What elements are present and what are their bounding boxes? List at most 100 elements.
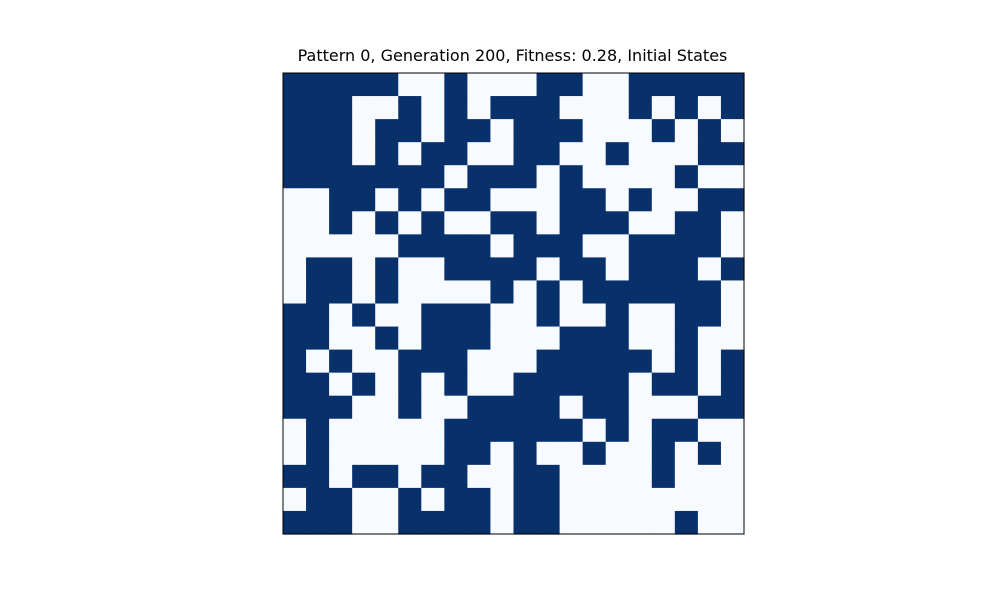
heatmap-cell — [467, 349, 492, 374]
heatmap-cell — [467, 303, 492, 328]
heatmap-cell — [329, 510, 353, 535]
heatmap-cell — [329, 96, 353, 120]
heatmap-cell — [651, 349, 676, 374]
heatmap-cell — [536, 441, 561, 466]
heatmap-cell — [467, 395, 492, 420]
heatmap-cell — [444, 349, 468, 374]
heatmap-cell — [536, 280, 561, 305]
heatmap-cell — [651, 418, 676, 443]
heatmap-cell — [352, 303, 376, 328]
heatmap-cell — [352, 395, 376, 420]
heatmap-cell — [674, 257, 699, 282]
heatmap-cell — [513, 280, 538, 305]
heatmap-cell — [421, 142, 445, 166]
heatmap-cell — [582, 96, 607, 120]
heatmap-cell — [674, 395, 699, 420]
heatmap-cell — [283, 119, 307, 143]
heatmap-cell — [375, 372, 399, 397]
heatmap-cell — [720, 142, 745, 166]
heatmap-cell — [421, 119, 445, 143]
heatmap-cell — [697, 349, 722, 374]
heatmap-cell — [628, 73, 653, 97]
heatmap-cell — [651, 487, 676, 512]
heatmap-cell — [720, 510, 745, 535]
heatmap-cell — [329, 395, 353, 420]
heatmap-cell — [628, 487, 653, 512]
heatmap-cell — [559, 395, 584, 420]
heatmap-cell — [467, 326, 492, 351]
heatmap-cell — [720, 211, 745, 235]
heatmap-cell — [467, 418, 492, 443]
heatmap-cell — [490, 441, 515, 466]
heatmap-cell — [283, 349, 307, 374]
heatmap-cell — [559, 211, 584, 235]
heatmap-cell — [375, 349, 399, 374]
heatmap-cell — [559, 510, 584, 535]
heatmap-cell — [352, 372, 376, 397]
heatmap-cell — [398, 119, 422, 143]
heatmap-cell — [582, 487, 607, 512]
heatmap-cell — [444, 119, 468, 143]
heatmap-cell — [651, 188, 676, 212]
heatmap-cell — [329, 234, 353, 258]
heatmap-cell — [490, 142, 515, 166]
heatmap-cell — [375, 234, 399, 258]
heatmap-cell — [582, 464, 607, 489]
heatmap-cell — [536, 211, 561, 235]
heatmap-cell — [329, 418, 353, 443]
heatmap-cell — [306, 165, 330, 189]
heatmap-cell — [490, 464, 515, 489]
heatmap-cell — [559, 188, 584, 212]
heatmap-cell — [605, 349, 630, 374]
heatmap-cell — [375, 96, 399, 120]
heatmap-cell — [398, 510, 422, 535]
heatmap-cell — [605, 326, 630, 351]
heatmap-cell — [582, 395, 607, 420]
heatmap-cell — [674, 464, 699, 489]
heatmap-cell — [421, 372, 445, 397]
heatmap-cell — [628, 464, 653, 489]
heatmap-cell — [559, 73, 584, 97]
heatmap-cell — [605, 464, 630, 489]
heatmap-cell — [306, 510, 330, 535]
heatmap-cell — [582, 165, 607, 189]
heatmap-cell — [283, 257, 307, 282]
heatmap-cell — [306, 349, 330, 374]
heatmap-cell — [306, 188, 330, 212]
heatmap-cell — [720, 96, 745, 120]
heatmap-cell — [651, 326, 676, 351]
heatmap-cell — [421, 464, 445, 489]
heatmap-cell — [513, 395, 538, 420]
heatmap-cell — [329, 326, 353, 351]
heatmap-cell — [513, 303, 538, 328]
heatmap-cell — [467, 257, 492, 282]
heatmap-cell — [283, 510, 307, 535]
heatmap-cell — [651, 441, 676, 466]
heatmap-cell — [559, 441, 584, 466]
heatmap-cell — [674, 188, 699, 212]
heatmap-cell — [421, 73, 445, 97]
heatmap-cell — [720, 73, 745, 97]
heatmap-cell — [329, 73, 353, 97]
heatmap-cell — [329, 257, 353, 282]
heatmap-cell — [283, 418, 307, 443]
heatmap-cell — [444, 165, 468, 189]
heatmap-cell — [375, 119, 399, 143]
heatmap-cell — [352, 349, 376, 374]
heatmap-cell — [513, 487, 538, 512]
heatmap-cell — [559, 372, 584, 397]
heatmap-cell — [628, 349, 653, 374]
heatmap-cell — [651, 142, 676, 166]
heatmap-cell — [651, 464, 676, 489]
heatmap-cell — [352, 234, 376, 258]
heatmap-cell — [398, 96, 422, 120]
heatmap-cell — [513, 326, 538, 351]
heatmap-cell — [490, 510, 515, 535]
heatmap-cell — [444, 464, 468, 489]
heatmap-cell — [444, 441, 468, 466]
heatmap-cell — [421, 510, 445, 535]
heatmap-cell — [513, 96, 538, 120]
heatmap-cell — [352, 418, 376, 443]
heatmap-cell — [375, 395, 399, 420]
heatmap-cell — [628, 257, 653, 282]
